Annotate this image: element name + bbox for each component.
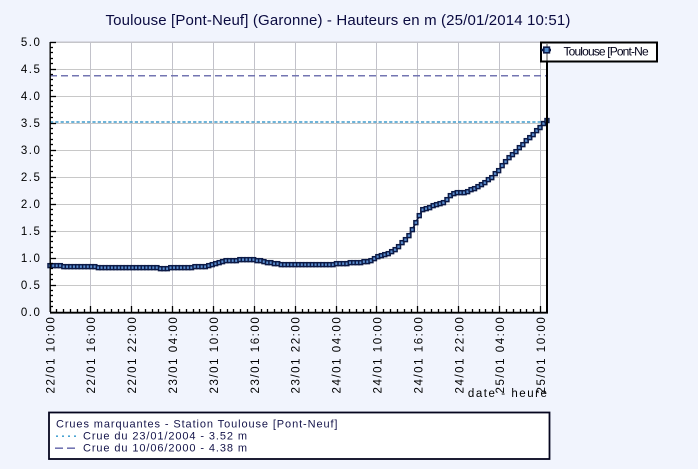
svg-text:Crue du 23/01/2004 - 3.52 m: Crue du 23/01/2004 - 3.52 m: [83, 431, 248, 443]
svg-text:Toulouse [Pont-Neuf] (Garonne): Toulouse [Pont-Neuf] (Garonne) - Hauteur…: [105, 12, 570, 29]
svg-text:24/01 22:00: 24/01 22:00: [454, 316, 466, 394]
svg-text:3.5: 3.5: [21, 118, 42, 130]
svg-text:date - heure: date - heure: [468, 388, 549, 400]
svg-text:1.0: 1.0: [21, 253, 42, 265]
svg-text:24/01 16:00: 24/01 16:00: [413, 316, 425, 394]
svg-text:3.0: 3.0: [21, 145, 42, 157]
svg-text:24/01 04:00: 24/01 04:00: [332, 316, 344, 394]
svg-text:0.5: 0.5: [21, 280, 42, 292]
svg-text:2.5: 2.5: [21, 172, 42, 184]
svg-text:4.0: 4.0: [21, 91, 42, 103]
svg-text:Toulouse [Pont-Ne: Toulouse [Pont-Ne: [564, 44, 649, 58]
svg-text:4.5: 4.5: [21, 64, 42, 76]
svg-text:2.0: 2.0: [21, 199, 42, 211]
svg-text:22/01 22:00: 22/01 22:00: [127, 316, 139, 394]
svg-text:22/01 16:00: 22/01 16:00: [86, 316, 98, 394]
svg-text:24/01 10:00: 24/01 10:00: [373, 316, 385, 394]
svg-text:23/01 04:00: 23/01 04:00: [168, 316, 180, 394]
svg-text:5.0: 5.0: [21, 37, 42, 49]
svg-text:23/01 10:00: 23/01 10:00: [209, 316, 221, 394]
svg-text:1.5: 1.5: [21, 226, 42, 238]
svg-text:0.0: 0.0: [21, 307, 42, 319]
svg-text:Crues marquantes - Station Tou: Crues marquantes - Station Toulouse [Pon…: [56, 419, 338, 431]
svg-text:25/01 10:00: 25/01 10:00: [536, 316, 548, 394]
svg-text:22/01 10:00: 22/01 10:00: [45, 316, 57, 394]
svg-text:25/01 04:00: 25/01 04:00: [495, 316, 507, 394]
svg-text:23/01 16:00: 23/01 16:00: [250, 316, 262, 394]
svg-text:Crue du 10/06/2000 - 4.38 m: Crue du 10/06/2000 - 4.38 m: [83, 443, 248, 455]
svg-text:23/01 22:00: 23/01 22:00: [291, 316, 303, 394]
